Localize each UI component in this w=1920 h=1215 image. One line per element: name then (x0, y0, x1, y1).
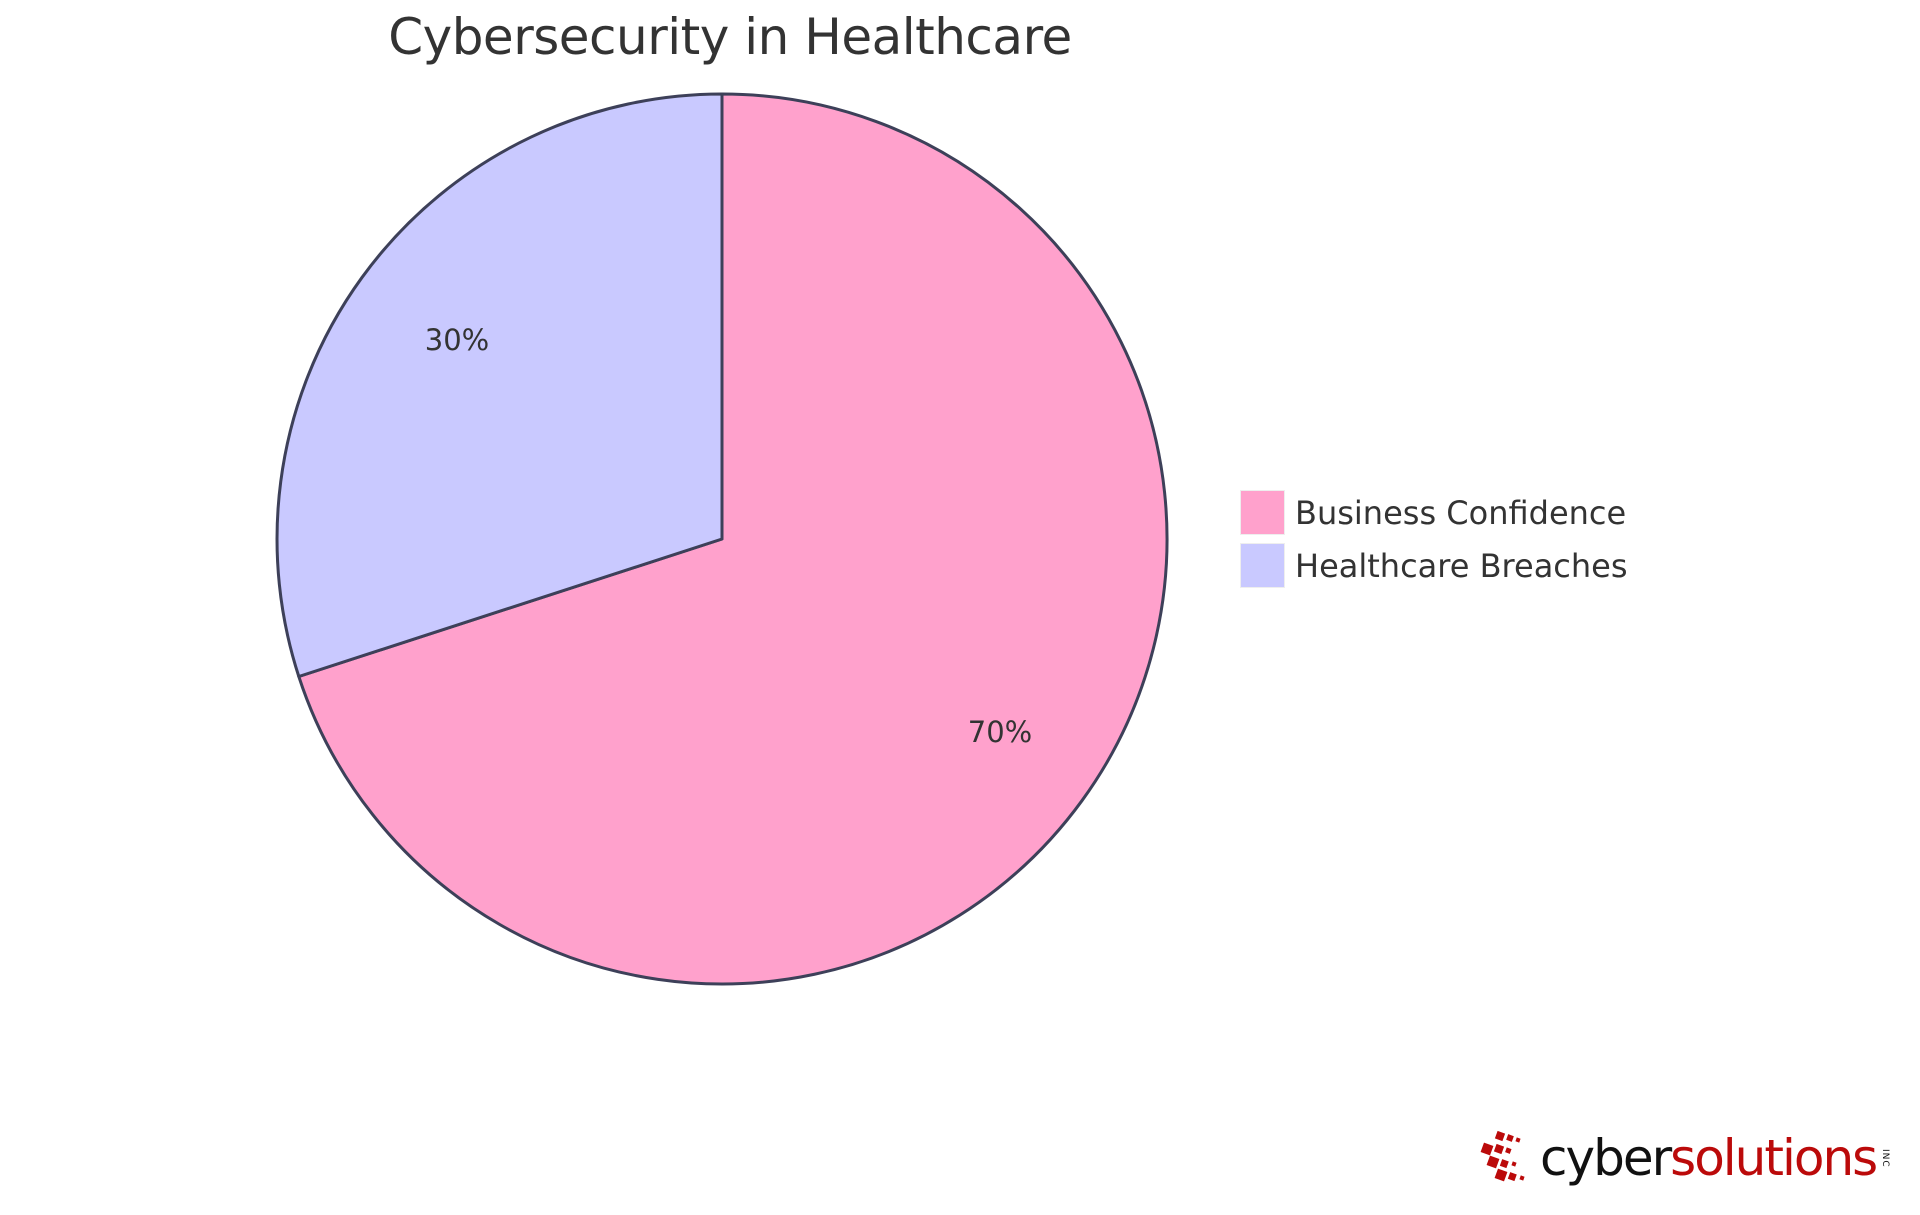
slice-label-healthcare-breaches: 30% (425, 323, 489, 357)
legend-label: Healthcare Breaches (1295, 546, 1628, 585)
legend: Business Confidence Healthcare Breaches (1240, 486, 1628, 592)
cybersolutions-logo: cyber solutions INC (1478, 1130, 1890, 1186)
legend-item-business-confidence: Business Confidence (1240, 486, 1628, 539)
logo-text-inc: INC (1880, 1148, 1891, 1168)
slice-business-confidence (297, 92, 1169, 986)
logo-text-solutions: solutions (1670, 1129, 1878, 1187)
legend-swatch-lavender (1240, 543, 1285, 588)
legend-label: Business Confidence (1295, 493, 1627, 532)
legend-swatch-pink (1240, 490, 1285, 535)
logo-squares-icon (1480, 1130, 1525, 1182)
legend-item-healthcare-breaches: Healthcare Breaches (1240, 539, 1628, 592)
chart-title: Cybersecurity in Healthcare (388, 8, 1072, 66)
slice-label-business-confidence: 70% (968, 715, 1032, 749)
slice-healthcare-breaches (275, 92, 724, 678)
logo-text-cyber: cyber (1540, 1129, 1672, 1187)
